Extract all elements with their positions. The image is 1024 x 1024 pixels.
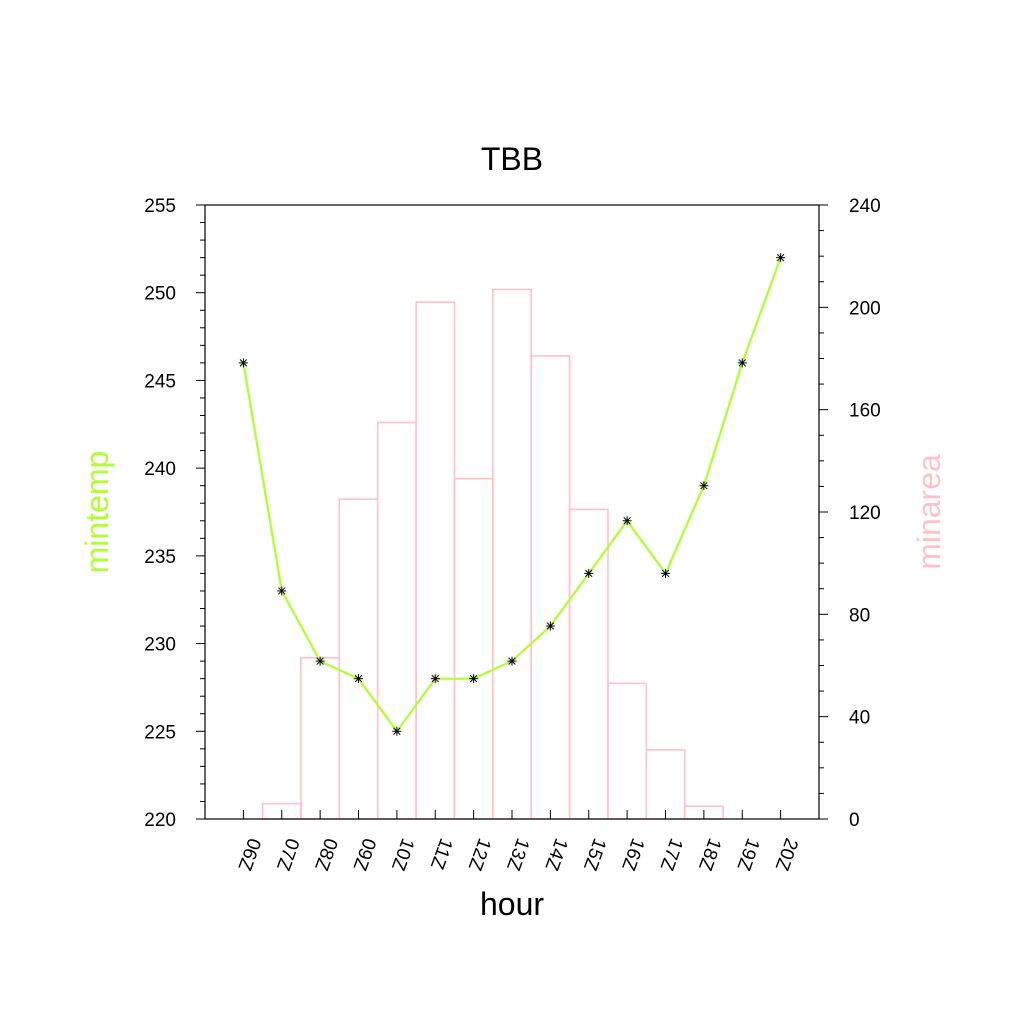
left-tick-label: 250 [144,284,176,305]
right-tick-label: 240 [849,196,881,217]
chart-title: TBB [481,141,543,177]
bar-16Z [607,682,648,820]
x-tick-label: 07Z [272,835,303,873]
x-tick-label: 18Z [694,835,725,873]
right-axis-title: minarea [911,454,947,570]
left-tick-label: 255 [144,196,176,217]
right-tick-label: 200 [849,298,881,319]
marker-16Z [622,516,632,526]
left-tick-label: 240 [144,459,176,480]
left-tick-label: 225 [144,722,176,743]
marker-15Z [584,568,594,578]
marker-14Z [545,621,555,631]
right-tick-label: 120 [849,503,881,524]
x-tick-label: 16Z [617,835,648,873]
left-axis-title: mintemp [79,451,115,574]
x-tick-label: 17Z [655,835,686,873]
x-tick-label: 11Z [426,835,457,872]
right-tick-label: 0 [849,810,860,831]
x-tick-label: 14Z [540,835,571,873]
left-tick-label: 235 [144,547,176,568]
x-tick-label: 19Z [732,835,763,873]
x-tick-label: 20Z [771,835,802,873]
left-tick-label: 220 [144,810,176,831]
x-tick-label: 06Z [233,835,264,873]
marker-08Z [315,656,325,666]
right-tick-label: 160 [849,401,881,422]
right-axis: 0 40 80 120 160 200 240 [819,196,881,831]
bar-12Z [453,477,494,820]
x-tick-label: 12Z [464,835,495,873]
marker-11Z [430,674,440,684]
bar-13Z [491,288,532,820]
left-tick-label: 245 [144,371,176,392]
plot-frame [204,204,820,820]
marker-19Z [737,358,747,368]
marker-13Z [507,656,517,666]
marker-06Z [238,358,248,368]
x-tick-label: 08Z [310,835,341,873]
x-tick-label: 13Z [502,835,533,873]
left-tick-label: 230 [144,635,176,656]
marker-07Z [277,586,287,596]
marker-17Z [661,568,670,578]
left-axis: 220 225 230 235 240 245 250 255 [144,196,205,831]
x-tick-label: 10Z [387,835,418,873]
bars-layer [261,288,724,820]
bar-11Z [415,301,456,820]
bar-09Z [338,498,379,820]
bar-10Z [376,421,417,820]
bar-08Z [300,656,341,820]
bar-17Z [645,749,686,820]
bar-14Z [530,355,571,820]
line-layer [238,253,786,736]
x-tick-label: 15Z [579,835,610,873]
right-tick-label: 40 [849,708,870,729]
marker-12Z [469,674,479,684]
x-axis-title: hour [480,886,544,922]
marker-09Z [354,674,363,684]
marker-20Z [776,253,786,263]
marker-10Z [392,726,402,736]
marker-18Z [699,481,709,491]
right-tick-label: 80 [849,605,870,626]
x-tick-label: 09Z [348,835,379,873]
